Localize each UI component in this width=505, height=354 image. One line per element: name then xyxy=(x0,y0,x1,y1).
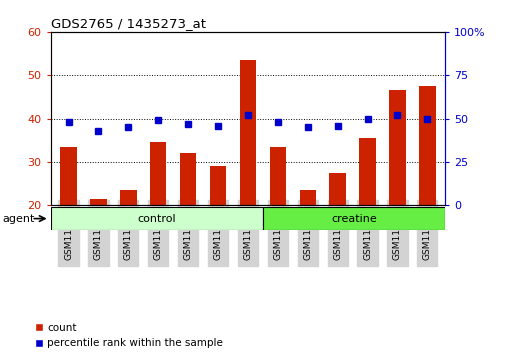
Legend: count, percentile rank within the sample: count, percentile rank within the sample xyxy=(30,319,227,352)
Bar xyxy=(120,190,136,205)
Bar xyxy=(263,207,444,230)
Bar xyxy=(149,142,166,205)
Bar xyxy=(329,173,345,205)
Bar xyxy=(210,166,226,205)
Bar xyxy=(239,60,256,205)
Bar xyxy=(359,138,375,205)
Text: control: control xyxy=(137,213,176,224)
Bar xyxy=(388,90,405,205)
Bar xyxy=(90,199,107,205)
Bar xyxy=(50,207,263,230)
Bar xyxy=(180,153,196,205)
Text: agent: agent xyxy=(3,213,35,224)
Text: creatine: creatine xyxy=(331,213,376,224)
Bar xyxy=(269,147,285,205)
Bar xyxy=(60,147,77,205)
Bar xyxy=(299,190,315,205)
Text: GDS2765 / 1435273_at: GDS2765 / 1435273_at xyxy=(50,17,205,30)
Bar xyxy=(418,86,435,205)
